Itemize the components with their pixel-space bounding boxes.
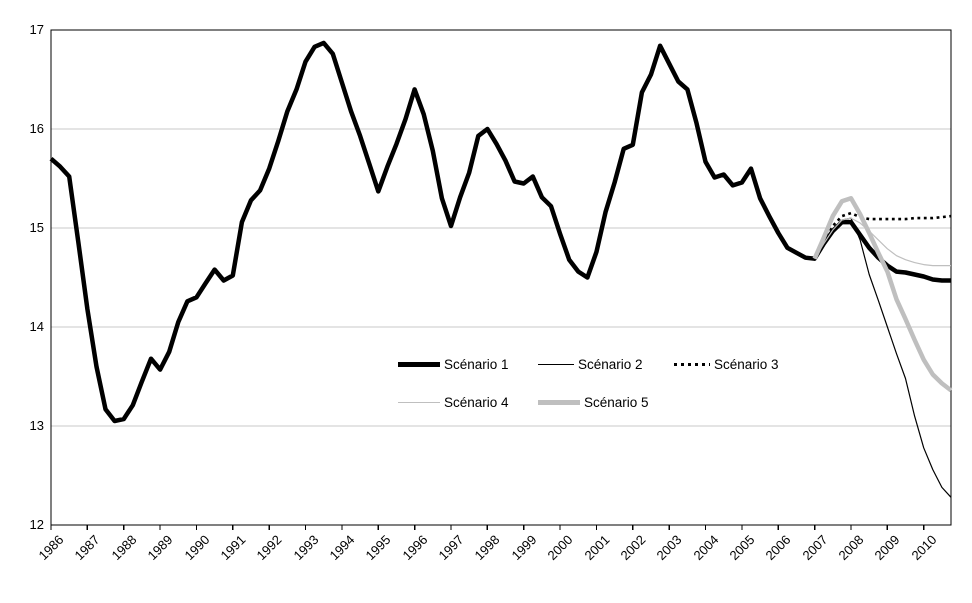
y-axis-label: 12 [29,517,44,532]
series-line-scenario-4 [814,217,951,267]
legend-label-scenario-4: Scénario 4 [444,394,509,410]
legend-line-sample-scenario-2 [538,363,574,365]
legend-item-scenario-5: Scénario 5 [538,393,649,411]
y-axis-label: 13 [29,418,44,433]
legend-line-sample-scenario-5 [538,399,580,405]
legend-label-scenario-2: Scénario 2 [578,356,643,372]
y-axis-label: 14 [29,319,44,334]
series-line-scenario-1 [49,40,951,424]
y-axis-label: 17 [29,22,44,37]
legend-label-scenario-1: Scénario 1 [444,356,509,372]
legend-item-scenario-4: Scénario 4 [398,393,509,411]
legend-line-sample-scenario-1 [398,361,440,367]
legend-label-scenario-3: Scénario 3 [714,356,779,372]
legend-label-scenario-5: Scénario 5 [584,394,649,410]
legend-item-scenario-2: Scénario 2 [538,355,643,373]
series-line-scenario-3 [813,211,952,260]
y-axis-label: 15 [29,220,44,235]
legend-item-scenario-3: Scénario 3 [674,355,779,373]
y-axis-label: 16 [29,121,44,136]
legend-line-sample-scenario-3 [674,362,710,366]
legend-item-scenario-1: Scénario 1 [398,355,509,373]
plot-frame [50,29,952,526]
series-line-scenario-5 [812,196,953,393]
legend-line-sample-scenario-4 [398,401,440,403]
